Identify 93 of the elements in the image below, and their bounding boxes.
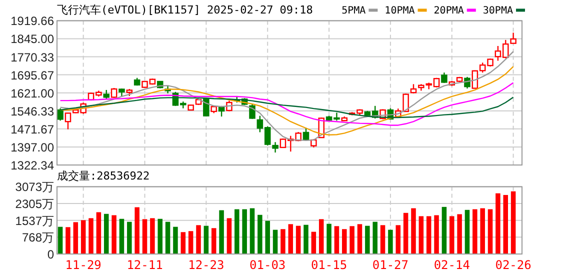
bar [357, 224, 362, 254]
bar [326, 224, 332, 254]
bar [342, 229, 347, 254]
x-tick-label: 12-11 [126, 258, 163, 272]
bar [457, 214, 462, 254]
bar [58, 226, 63, 254]
line-series [60, 96, 514, 118]
line-series [60, 82, 514, 126]
bar [365, 226, 370, 254]
bar [503, 194, 508, 254]
y-tick-label: 1471.67 [10, 122, 54, 136]
bar [411, 208, 416, 254]
y-tick-label: 1397.00 [10, 140, 54, 154]
y-tick-label: 1770.33 [10, 50, 54, 64]
bar [449, 216, 454, 254]
bar [80, 220, 86, 254]
bar [311, 232, 316, 254]
bar [280, 229, 286, 254]
y-tick-label: 1621.00 [10, 86, 54, 100]
legend-label: 5PMA [342, 6, 366, 17]
bar [403, 212, 408, 254]
bar [158, 218, 162, 254]
bar [234, 209, 240, 254]
bar [134, 207, 140, 254]
bar [204, 226, 209, 254]
y-tick-label: 1919.66 [10, 14, 54, 28]
bar [434, 215, 439, 254]
y-tick-label: 0 [47, 248, 54, 262]
y-tick-label: 1537万 [15, 214, 54, 228]
bar [250, 208, 255, 254]
bar [318, 219, 324, 254]
bar [442, 206, 447, 254]
bar [211, 228, 216, 254]
bar [226, 218, 232, 254]
bar [372, 222, 378, 254]
bar [258, 214, 262, 254]
y-tick-label: 1322.34 [10, 158, 54, 172]
x-tick-label: 12-23 [188, 258, 224, 272]
x-tick-label: 02-26 [495, 258, 532, 272]
legend-label: 20PMA [434, 6, 464, 17]
bar [496, 193, 500, 254]
bar [272, 230, 278, 254]
bar [334, 226, 340, 254]
bar [188, 231, 194, 254]
bar [180, 232, 186, 254]
bar [88, 218, 94, 254]
bar [464, 210, 470, 254]
bar [388, 230, 393, 254]
bar [119, 218, 124, 254]
y-tick-label: 1695.67 [10, 68, 54, 82]
bar [104, 214, 109, 254]
x-tick-label: 02-14 [434, 258, 470, 272]
bar [96, 212, 102, 254]
bar [142, 219, 148, 254]
y-tick-label: 3073万 [15, 180, 54, 194]
bar [426, 216, 432, 254]
candlestick [272, 142, 278, 154]
bar [472, 209, 478, 254]
bar [510, 191, 516, 254]
bar [488, 209, 493, 254]
x-tick-label: 01-15 [310, 258, 348, 272]
bar [196, 225, 201, 254]
y-tick-label: 1845.00 [10, 32, 54, 46]
bar [127, 222, 132, 254]
bar [173, 226, 178, 254]
x-tick-label: 11-29 [65, 258, 102, 272]
chart-title: 飞行汽车(eVTOL)[BK1157] 2025-02-27 09:18 [57, 4, 313, 17]
bar [66, 227, 70, 254]
bar [288, 224, 294, 254]
bar [304, 224, 308, 254]
bar [418, 216, 424, 254]
bar [150, 218, 155, 254]
chart-title: 成交量:28536922 [57, 170, 150, 183]
bar [350, 226, 354, 254]
bar [73, 222, 78, 254]
y-tick-label: 768万 [22, 230, 54, 245]
x-tick-label: 01-03 [250, 258, 286, 272]
bar [396, 225, 401, 254]
line-series [60, 66, 514, 136]
y-tick-label: 1546.33 [10, 104, 54, 118]
bar [296, 226, 301, 254]
bar [165, 222, 170, 254]
line-series [60, 50, 514, 142]
bar [112, 215, 116, 254]
bar [480, 208, 485, 254]
bar [242, 209, 247, 254]
bar [380, 225, 386, 254]
legend-label: 10PMA [384, 6, 415, 17]
y-tick-label: 2305万 [15, 197, 54, 212]
bar [219, 210, 224, 254]
legend-label: 30PMA [482, 6, 513, 17]
x-tick-label: 01-27 [372, 258, 409, 272]
bar [265, 220, 270, 254]
